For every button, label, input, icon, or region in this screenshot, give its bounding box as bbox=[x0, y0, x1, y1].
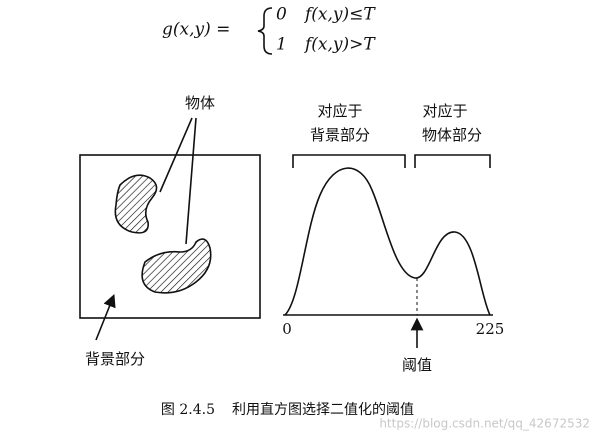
formula-lhs: g(x,y) = bbox=[162, 20, 230, 40]
pointer-line bbox=[185, 117, 197, 245]
pointer-line bbox=[159, 117, 193, 193]
bracket bbox=[414, 154, 491, 168]
bracket bbox=[292, 154, 406, 168]
formula: g(x,y) = 0 f(x,y)≤T 1 f(x,y)>T bbox=[162, 5, 376, 55]
axis-label: 225 bbox=[476, 320, 505, 338]
caption-number: 图 2.4.5 bbox=[161, 402, 215, 418]
case-condition: f(x,y)≤T bbox=[303, 5, 376, 25]
histogram-panel: 对应于 背景部分 对应于 物体部分 0 225 阈值 bbox=[282, 102, 504, 374]
image-frame bbox=[79, 154, 261, 319]
bracket-label: 背景部分 bbox=[310, 126, 370, 144]
object-label: 物体 bbox=[185, 94, 215, 112]
case-value: 0 bbox=[276, 5, 287, 25]
bracket-label: 物体部分 bbox=[422, 126, 482, 144]
background-label: 背景部分 bbox=[85, 350, 145, 368]
case-value: 1 bbox=[276, 35, 287, 55]
pointer-arrow bbox=[95, 294, 116, 341]
image-panel: 物体 背景部分 bbox=[79, 94, 261, 368]
histogram-curve bbox=[284, 167, 491, 316]
threshold-label: 阈值 bbox=[402, 356, 432, 374]
caption-text: 利用直方图选择二值化的阈值 bbox=[232, 401, 414, 418]
bracket-label: 对应于 bbox=[317, 102, 362, 120]
object-blob bbox=[114, 174, 158, 234]
watermark: https://blog.csdn.net/qq_42672532 bbox=[379, 417, 590, 431]
brace bbox=[257, 7, 273, 55]
bracket-label: 对应于 bbox=[422, 102, 467, 120]
axis-label: 0 bbox=[282, 320, 292, 338]
case-condition: f(x,y)>T bbox=[303, 35, 376, 55]
object-blob bbox=[141, 238, 212, 294]
